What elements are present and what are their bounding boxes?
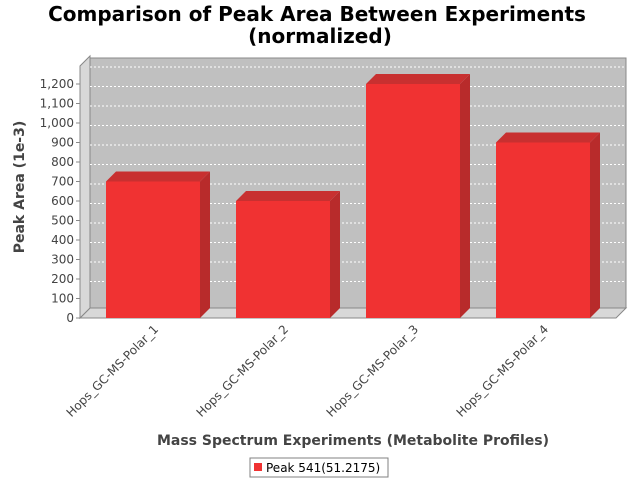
legend-entry: Peak 541(51.2175): [266, 461, 380, 475]
y-axis-ticks: 0 100 200 300 400 500 600 700 800 900 1,000 1,100 1,…: [40, 66, 81, 325]
x-tick-label: Hops_GC-MS-Polar_4: [454, 322, 552, 420]
bar-front: [496, 142, 590, 318]
legend: Peak 541(51.2175): [249, 457, 389, 478]
bar-top: [236, 191, 340, 201]
bar-side: [200, 171, 210, 318]
bar: [496, 132, 600, 318]
bar-front: [236, 201, 330, 318]
y-tick-label: 600: [51, 194, 74, 208]
y-tick-label: 500: [51, 214, 74, 228]
y-tick-label: 200: [51, 272, 74, 286]
bar: [366, 74, 470, 318]
x-tick-label: Hops_GC-MS-Polar_3: [324, 322, 422, 420]
bar-front: [106, 181, 200, 318]
x-axis-ticks: Hops_GC-MS-Polar_1 Hops_GC-MS-Polar_2 Hops…: [64, 322, 552, 420]
y-tick-label: 100: [51, 292, 74, 306]
y-tick-label: 0: [66, 311, 74, 325]
bar-top: [106, 171, 210, 182]
bar-front: [366, 84, 460, 318]
bar-side: [590, 132, 600, 318]
bar: [106, 171, 210, 318]
bar-side: [330, 191, 340, 318]
y-tick-label: 300: [51, 253, 74, 267]
bar-top: [496, 132, 600, 143]
x-tick-label: Hops_GC-MS-Polar_1: [64, 322, 162, 420]
plot-left-wall: [79, 54, 91, 320]
x-axis-label: Mass Spectrum Experiments (Metabolite Pr…: [157, 433, 549, 449]
bars: [106, 74, 600, 318]
y-tick-label: 1,000: [40, 116, 74, 130]
y-tick-label: 700: [51, 175, 74, 189]
x-tick-label: Hops_GC-MS-Polar_2: [194, 322, 292, 420]
y-tick-label: 900: [51, 136, 74, 150]
y-axis-label: Peak Area (1e-3): [12, 121, 28, 254]
legend-swatch: [254, 463, 262, 471]
chart-title: Comparison of Peak Area Between Experime…: [48, 2, 586, 26]
bar-side: [460, 74, 470, 318]
y-tick-label: 1,100: [40, 97, 74, 111]
y-tick-label: 400: [51, 233, 74, 247]
chart-subtitle: (normalized): [248, 24, 392, 48]
y-tick-label: 800: [51, 155, 74, 169]
bar-top: [366, 74, 470, 84]
legend-box: [249, 457, 389, 478]
y-tick-label: 1,200: [40, 77, 74, 91]
bar: [236, 191, 340, 318]
